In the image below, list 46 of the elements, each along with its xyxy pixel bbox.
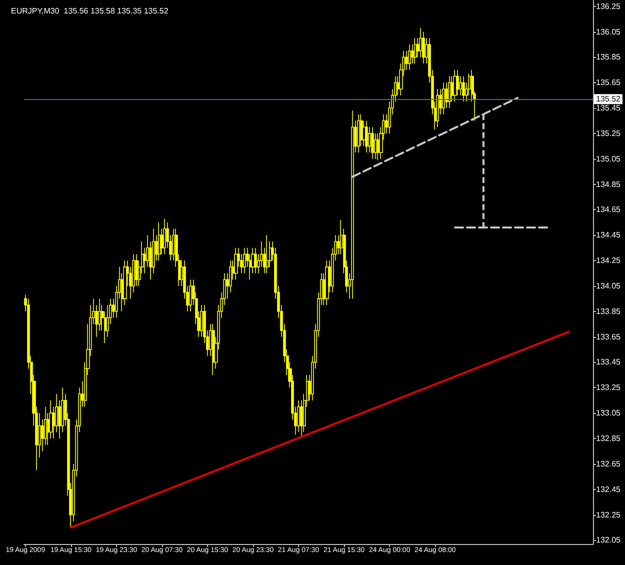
y-tick-label: 135.25: [596, 128, 622, 138]
y-tick-label: 134.05: [596, 281, 622, 290]
candlestick: [297, 400, 300, 433]
candlestick: [442, 82, 445, 115]
candlestick: [325, 260, 329, 306]
y-tick-label: 135.85: [596, 52, 622, 62]
candlestick: [266, 234, 269, 274]
y-tick-label: 132.25: [596, 510, 622, 520]
y-tick-label: 133.05: [596, 408, 622, 418]
candlestick: [189, 279, 192, 312]
candlestick: [422, 31, 425, 64]
y-tick-label: 133.25: [596, 383, 622, 392]
candlestick: [243, 247, 246, 274]
candlestick: [158, 222, 161, 261]
y-tick-label: 132.05: [596, 536, 622, 545]
candlestick: [212, 324, 215, 376]
y-tick-label: 134.25: [596, 256, 622, 266]
y-tick-label: 135.45: [596, 104, 622, 113]
candlestick: [351, 110, 354, 300]
y-tick-label: 132.65: [596, 459, 622, 468]
candlestick: [254, 247, 257, 274]
y-tick-label: 132.85: [596, 434, 622, 444]
y-tick-label: 135.65: [596, 78, 622, 88]
y-tick-label: 136.25: [596, 2, 622, 11]
candlestick: [365, 120, 368, 153]
candlestick: [234, 247, 238, 280]
candlestick: [357, 114, 360, 153]
candlestick: [462, 76, 465, 102]
y-tick-label: 136.05: [596, 27, 622, 36]
y-tick-label: 135.05: [596, 154, 622, 164]
y-tick-label: 133.65: [596, 332, 622, 342]
y-tick-label: 132.45: [596, 484, 622, 494]
candlestick: [163, 218, 166, 255]
candlestick: [436, 88, 439, 128]
candlestick: [414, 38, 417, 64]
candlestick: [448, 76, 451, 108]
text: EURJPY,M30 135.56 135.58 135.35 135.52: [11, 6, 169, 16]
y-tick-label: 134.65: [596, 205, 622, 214]
candlestick: [371, 126, 374, 160]
y-tick-label: 134.45: [596, 230, 622, 240]
y-tick-label: 134.85: [596, 180, 622, 189]
candlestick: [453, 70, 457, 102]
y-tick-label: 133.85: [596, 306, 622, 316]
candlestick: [408, 44, 411, 70]
y-tick-label: 133.45: [596, 358, 622, 367]
ref-line-label: 135.52: [596, 94, 622, 104]
